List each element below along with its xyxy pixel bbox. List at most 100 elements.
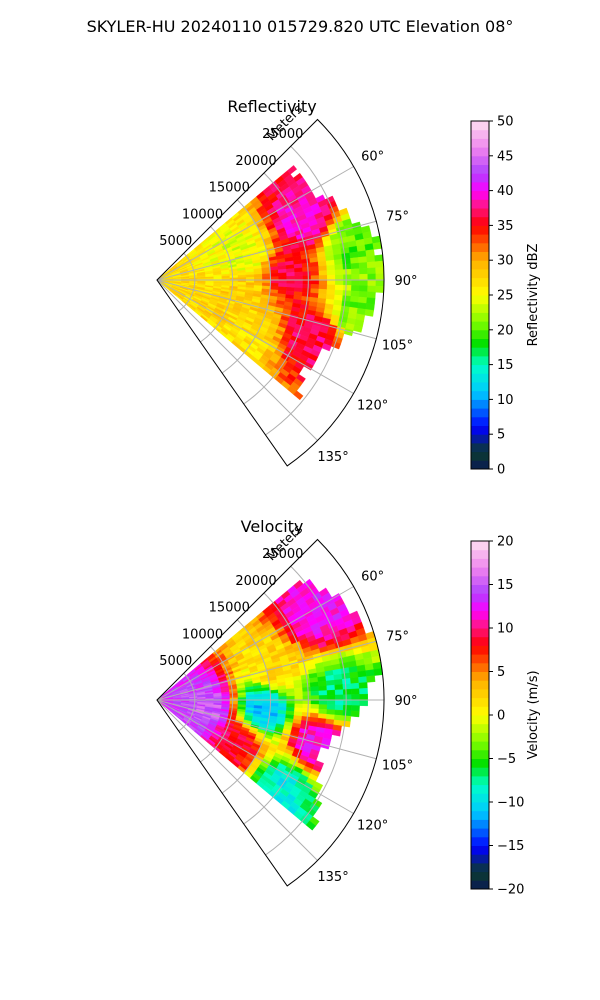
data-cell — [302, 271, 312, 277]
colorbar-segment — [471, 121, 489, 131]
colorbar-label: Reflectivity dBZ — [526, 244, 541, 347]
data-cell — [358, 256, 368, 264]
data-cell — [342, 258, 352, 265]
data-cell — [374, 260, 384, 268]
data-cell — [277, 268, 287, 274]
azimuth-tick-label: 120° — [357, 399, 388, 414]
colorbar-segment — [471, 382, 489, 392]
azimuth-tick-label: 60° — [361, 150, 384, 165]
colorbar-segment — [471, 277, 489, 287]
azimuth-tick-label: 90° — [394, 274, 417, 289]
data-cell — [350, 710, 360, 718]
colorbar-segment — [471, 208, 489, 218]
range-ring — [178, 252, 196, 312]
data-cell — [318, 270, 328, 276]
azimuth-gridline — [156, 279, 318, 441]
colorbar-segment — [471, 610, 489, 620]
range-ring — [243, 172, 309, 405]
colorbar-segment — [471, 654, 489, 664]
data-cell — [318, 699, 328, 705]
range-ring — [221, 199, 271, 374]
colorbar-segment — [471, 784, 489, 794]
data-cell — [343, 694, 352, 701]
data-cell — [270, 693, 279, 698]
data-cell — [342, 678, 352, 685]
colorbar-tick-label: −15 — [497, 839, 524, 854]
data-cell — [294, 267, 303, 273]
data-cell — [294, 691, 304, 697]
colorbar-segment — [471, 373, 489, 383]
data-cell — [310, 699, 320, 705]
colorbar-segment — [471, 628, 489, 638]
data-cell — [326, 284, 336, 291]
colorbar-tick-label: −5 — [497, 752, 516, 767]
data-cell — [358, 262, 368, 269]
colorbar-segment — [471, 558, 489, 568]
colorbar-tick-label: 5 — [497, 665, 505, 680]
colorbar-segment — [471, 199, 489, 209]
data-cell — [359, 279, 368, 287]
colorbar-segment — [471, 460, 489, 470]
azimuth-gridline — [156, 279, 354, 394]
colorbar-segment — [471, 155, 489, 165]
colorbar-segment — [471, 347, 489, 357]
radial-tick-label: 25000 — [262, 547, 303, 562]
data-cell — [331, 729, 342, 737]
azimuth-gridline — [156, 699, 377, 760]
data-cell — [351, 268, 360, 275]
data-cell — [318, 275, 328, 281]
colorbar-segment — [471, 164, 489, 174]
data-cell — [365, 249, 375, 257]
colorbar-segment — [471, 619, 489, 629]
colorbar-segment — [471, 871, 489, 881]
colorbar-tick-label: 10 — [497, 622, 514, 637]
data-cell — [318, 695, 328, 701]
colorbar-segment — [471, 836, 489, 846]
data-cell — [318, 265, 328, 272]
data-cell — [364, 309, 374, 317]
colorbar-segment — [471, 680, 489, 690]
data-cell — [286, 268, 295, 273]
colorbar-segment — [471, 390, 489, 400]
data-cell — [334, 264, 344, 271]
colorbar-tick-label: 20 — [497, 535, 514, 550]
data-cell — [293, 390, 304, 401]
data-cell — [350, 682, 360, 690]
colorbar-segment — [471, 329, 489, 339]
data-cell — [286, 699, 296, 705]
data-cell — [349, 671, 359, 679]
radial-tick-label: 10000 — [182, 207, 223, 222]
azimuth-gridline — [156, 586, 354, 701]
data-cell — [334, 258, 344, 266]
azimuth-tick-label: 120° — [357, 819, 388, 834]
colorbar-segment — [471, 845, 489, 855]
colorbar-segment — [471, 451, 489, 461]
data-cell — [334, 678, 344, 686]
panel-1: 5000 10000 15000 20000 25000 60° 75° 90° 105° 120… — [156, 517, 541, 898]
data-cell — [342, 263, 352, 270]
data-cell — [334, 684, 344, 691]
data-cell — [278, 276, 287, 281]
colorbar-segment — [471, 775, 489, 786]
data-cell — [366, 675, 376, 683]
data-cell — [253, 273, 263, 278]
colorbar-tick-label: 0 — [497, 463, 505, 478]
data-field — [156, 578, 383, 831]
colorbar-segment — [471, 880, 489, 890]
colorbar-segment — [471, 312, 489, 322]
colorbar-segment — [471, 697, 489, 707]
data-cell — [343, 274, 352, 281]
colorbar-tick-label: −10 — [497, 796, 524, 811]
data-cell — [325, 679, 335, 686]
data-cell — [302, 283, 312, 289]
azimuth-gridline — [156, 166, 354, 281]
data-cell — [278, 699, 287, 704]
colorbar-segment — [471, 715, 489, 725]
azimuth-gridline — [156, 699, 318, 861]
data-cell — [237, 274, 247, 278]
data-cell — [286, 692, 295, 697]
panel-title: Velocity — [241, 517, 304, 536]
azimuth-tick-label: 75° — [386, 630, 409, 645]
colorbar-segment — [471, 854, 489, 864]
data-cell — [326, 694, 336, 701]
